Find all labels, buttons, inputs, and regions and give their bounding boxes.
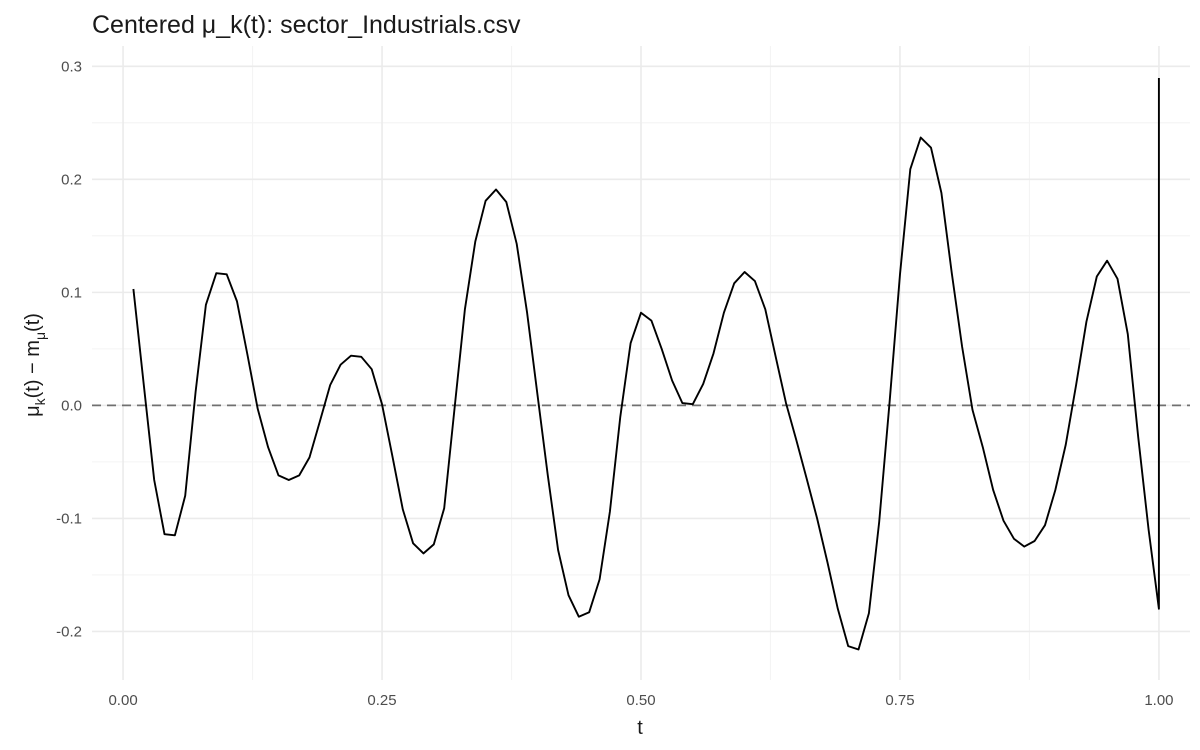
y-axis-title-mu-sub: μ [32,332,48,340]
y-axis-title-k: k [32,397,48,405]
grid [92,46,1190,680]
y-tick-label: -0.2 [56,623,82,640]
y-tick-label: 0.2 [61,171,82,188]
y-tick-label: 0.3 [61,58,82,75]
series-line [132,78,1160,651]
y-tick-label: -0.1 [56,510,82,527]
x-tick-label: 1.00 [1144,692,1173,709]
y-tick-label: 0.1 [61,284,82,301]
x-axis-title: t [637,717,643,739]
y-tick-label: 0.0 [61,397,82,414]
chart-title: Centered μ_k(t): sector_Industrials.csv [92,11,521,39]
y-axis-title-part1: (t) − m [22,340,44,398]
y-axis-title-mu: μ [22,405,44,417]
x-tick-label: 0.50 [626,692,655,709]
y-tick-labels: -0.2 -0.1 0.0 0.1 0.2 0.3 [56,58,82,640]
x-tick-label: 0.75 [885,692,914,709]
x-tick-label: 0.00 [108,692,137,709]
y-axis-title: μk(t) − mμ(t) [22,313,48,417]
x-tick-labels: 0.00 0.25 0.50 0.75 1.00 [108,692,1173,709]
x-tick-label: 0.25 [367,692,396,709]
y-axis-title-part2: (t) [22,313,44,332]
